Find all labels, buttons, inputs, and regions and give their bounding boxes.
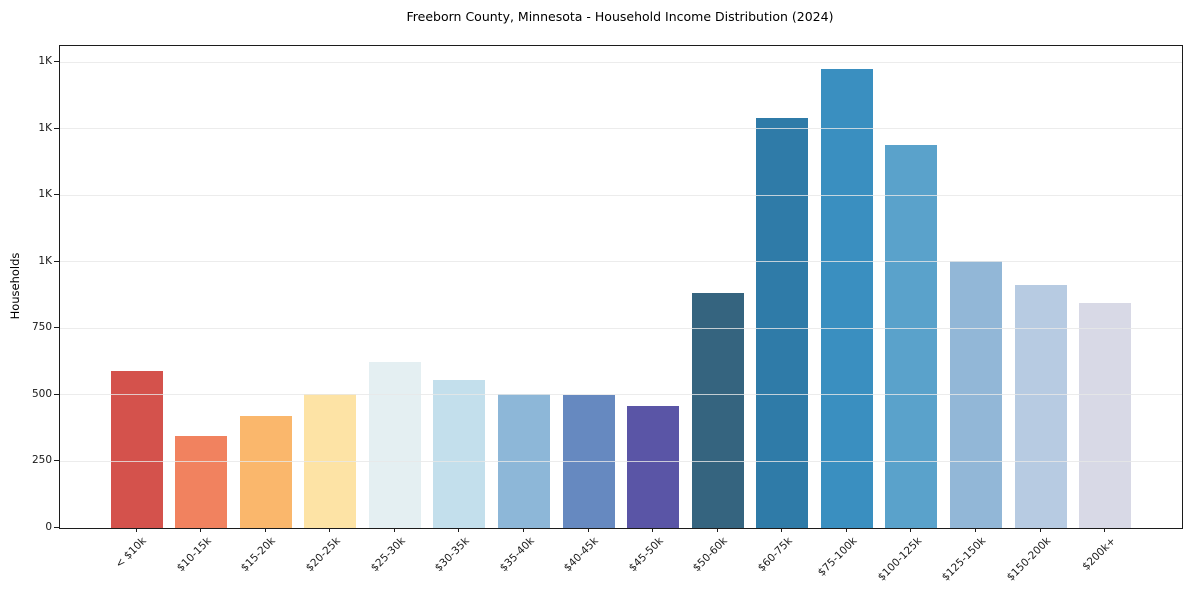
x-tick-mark <box>1104 528 1106 532</box>
bar-$100-125k <box>885 144 938 528</box>
x-tick-mark <box>975 528 977 532</box>
x-tick-mark <box>329 528 331 532</box>
y-tick-mark <box>54 460 59 462</box>
x-tick-mark <box>781 528 783 532</box>
bar-< $10k <box>110 371 163 528</box>
x-tick-label: < $10k <box>113 535 149 571</box>
y-tick-label: 750 <box>31 321 52 334</box>
x-tick-label: $25-30k <box>368 535 408 575</box>
y-tick-label: 250 <box>31 454 52 467</box>
gridline <box>60 394 1182 395</box>
x-tick-label: $40-45k <box>561 535 602 575</box>
gridline <box>60 327 1182 329</box>
bar-$15-20k <box>239 416 292 528</box>
plot-area <box>59 45 1183 529</box>
bar-$150-200k <box>1014 284 1067 528</box>
y-tick-label: 0 <box>45 521 52 533</box>
bar-$10-15k <box>175 436 228 528</box>
bar-$40-45k <box>562 395 615 528</box>
x-tick-mark <box>522 528 524 532</box>
x-tick-label: $100-125k <box>875 535 924 584</box>
y-tick-label: 1K <box>38 121 52 134</box>
y-tick-label: 1K <box>38 55 52 68</box>
y-tick-label: 1K <box>38 254 52 267</box>
x-tick-label: $200k+ <box>1079 535 1118 573</box>
bar-$200k+ <box>1079 303 1132 528</box>
y-tick-mark <box>54 61 59 63</box>
y-tick-label: 1K <box>38 188 52 201</box>
x-tick-label: $20-25k <box>303 535 343 575</box>
chart-title: Freeborn County, Minnesota - Household I… <box>406 9 834 24</box>
x-tick-mark <box>458 528 460 532</box>
bar-$50-60k <box>691 292 744 528</box>
x-tick-mark <box>393 528 395 532</box>
x-tick-mark <box>1039 528 1041 532</box>
y-tick-mark <box>54 327 59 329</box>
gridline <box>60 61 1182 63</box>
x-tick-mark <box>587 528 589 532</box>
gridline <box>60 194 1182 196</box>
y-tick-label: 500 <box>31 387 52 400</box>
bar-$30-35k <box>433 380 486 528</box>
x-tick-mark <box>716 528 718 532</box>
gridline <box>60 261 1182 262</box>
x-tick-label: $45-50k <box>626 535 666 575</box>
x-tick-label: $35-40k <box>497 535 537 575</box>
x-tick-mark <box>845 528 847 532</box>
x-tick-mark <box>135 528 137 532</box>
x-tick-mark <box>200 528 202 532</box>
x-tick-label: $10-15k <box>174 535 214 575</box>
gridline <box>60 460 1182 462</box>
bar-$25-30k <box>368 361 421 528</box>
x-tick-mark <box>264 528 266 532</box>
bar-$60-75k <box>756 118 809 528</box>
x-tick-label: $125-150k <box>939 535 989 584</box>
x-tick-label: $150-200k <box>1004 535 1054 584</box>
x-tick-mark <box>910 528 912 532</box>
x-tick-label: $60-75k <box>755 535 795 575</box>
y-tick-mark <box>54 194 59 196</box>
x-tick-label: $30-35k <box>432 535 472 575</box>
x-tick-label: $50-60k <box>691 535 731 575</box>
bar-$45-50k <box>627 405 680 528</box>
x-tick-label: $15-20k <box>239 535 279 575</box>
y-tick-mark <box>54 527 59 528</box>
y-tick-mark <box>54 393 59 395</box>
x-tick-mark <box>652 528 654 532</box>
bar-$75-100k <box>820 69 873 528</box>
y-tick-mark <box>54 260 59 262</box>
gridline <box>60 128 1182 129</box>
y-tick-mark <box>54 127 59 129</box>
x-tick-label: $75-100k <box>815 535 860 579</box>
